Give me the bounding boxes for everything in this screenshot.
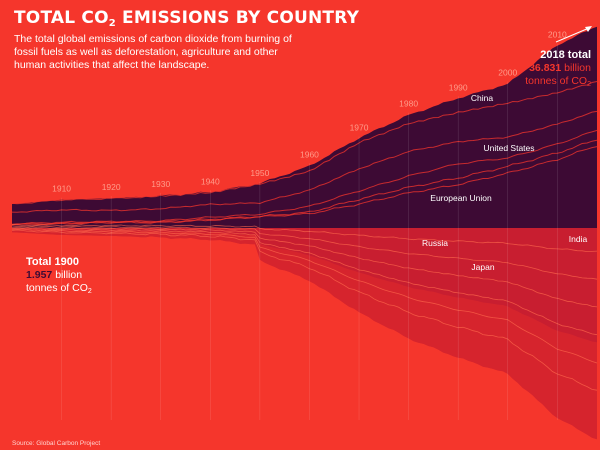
total-1900-annotation: Total 1900 1.957 billion tonnes of CO2	[26, 256, 92, 295]
chart-title: TOTAL CO2 EMISSIONS BY COUNTRY	[14, 8, 360, 29]
year-tick-1990: 1990	[449, 82, 468, 92]
divider-european-union	[11, 129, 598, 225]
source-note: Source: Global Carbon Project	[12, 440, 101, 447]
year-tick-1970: 1970	[350, 123, 369, 133]
total-2018-annotation: 2018 total 36.831 billion tonnes of CO2	[521, 49, 591, 91]
divider-united-states	[11, 110, 598, 213]
lower-stream-outer	[12, 228, 597, 440]
total-1900-value: 1.957	[26, 269, 53, 281]
label-european-union: European Union	[430, 193, 492, 203]
lower-divider-3	[11, 226, 598, 308]
upper-stream-layers	[12, 26, 597, 228]
year-tick-1950: 1950	[250, 168, 269, 178]
year-tick-1980: 1980	[399, 99, 418, 109]
total-1900-label: Total 1900	[26, 256, 79, 268]
year-tick-1930: 1930	[151, 179, 170, 189]
year-tick-1940: 1940	[201, 176, 220, 186]
divider-russia	[11, 139, 598, 226]
total-2018-pointer	[555, 26, 592, 43]
year-tick-1920: 1920	[102, 182, 121, 192]
lower-stream-layers	[12, 224, 597, 440]
total-2018-value: 36.831	[529, 62, 562, 74]
lower-divider-2	[11, 225, 598, 280]
divider-china	[11, 81, 598, 205]
label-russia: Russia	[422, 238, 448, 248]
year-tick-labels: 1910 1920 1930 1940 1950 1960 1970 1980 1990 2000…	[52, 30, 567, 194]
year-tick-2010: 2010	[548, 30, 567, 40]
chart-subtitle: The total global emissions of carbon dio…	[14, 33, 292, 71]
lower-stream-area	[12, 224, 597, 440]
label-united-states: United States	[483, 143, 534, 153]
lower-divider-6	[11, 229, 598, 391]
upper-stream-area	[12, 26, 597, 228]
year-tick-1910: 1910	[52, 184, 71, 194]
divider-japan	[11, 146, 598, 226]
country-dividers	[11, 81, 598, 391]
lower-divider-4	[11, 227, 598, 336]
label-china: China	[471, 93, 493, 103]
country-labels: China United States European Union Russia In…	[422, 93, 587, 272]
label-japan: Japan	[471, 262, 494, 272]
total-2018-label: 2018 total	[540, 49, 591, 61]
year-tick-2000: 2000	[498, 68, 517, 78]
lower-divider-5	[11, 228, 598, 364]
lower-divider-1	[11, 224, 598, 253]
label-india: India	[569, 234, 588, 244]
year-lines	[61, 43, 558, 420]
year-tick-1960: 1960	[300, 149, 319, 159]
